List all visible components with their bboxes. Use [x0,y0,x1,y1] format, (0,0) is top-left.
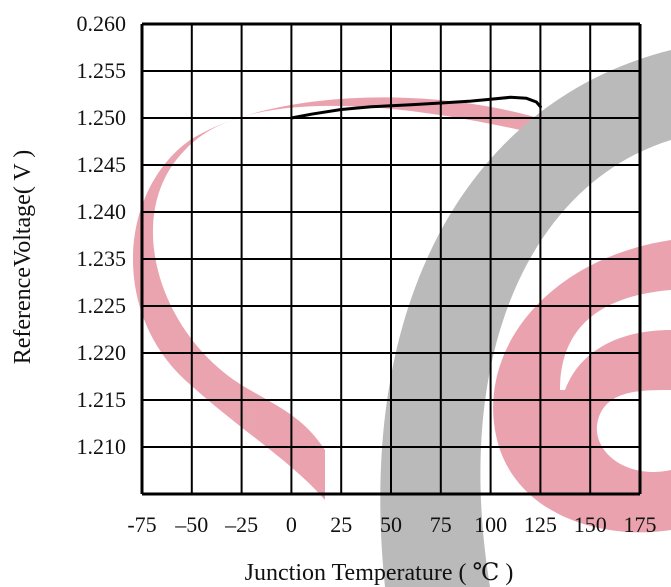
watermark-gray-arc [380,50,671,587]
chart-grid [140,22,642,496]
watermark-red-c [493,240,671,533]
y-tick-label: 1.245 [77,152,127,177]
y-tick-label: 0.260 [77,11,127,36]
x-tick-label: –50 [174,512,208,537]
x-tick-label: 150 [574,512,607,537]
y-tick-label: 1.250 [77,105,127,130]
x-tick-label: 75 [430,512,452,537]
y-tick-label: 1.235 [77,246,127,271]
x-tick-label: 175 [624,512,657,537]
x-tick-label: -75 [127,512,156,537]
y-axis-ticks: 0.260 1.255 1.250 1.245 1.240 1.235 1.225 1.220… [77,11,127,459]
x-tick-label: 100 [474,512,507,537]
y-tick-label: 1.220 [77,340,127,365]
x-tick-label: 125 [524,512,557,537]
y-tick-label: 1.225 [77,293,127,318]
y-tick-label: 1.255 [77,58,127,83]
x-tick-label: 50 [380,512,402,537]
series-line [289,95,542,120]
x-axis-ticks: -75 –50 –25 0 25 50 75 100 125 150 175 [127,512,656,537]
y-tick-label: 1.240 [77,199,127,224]
x-tick-label: 0 [286,512,297,537]
y-tick-label: 1.210 [77,434,127,459]
y-tick-label: 1.215 [77,387,127,412]
y-axis-title: ReferenceVoltage( V ) [10,150,36,365]
x-tick-label: 25 [330,512,352,537]
x-tick-label: –25 [224,512,258,537]
x-axis-title: Junction Temperature ( ℃ ) [245,560,514,586]
